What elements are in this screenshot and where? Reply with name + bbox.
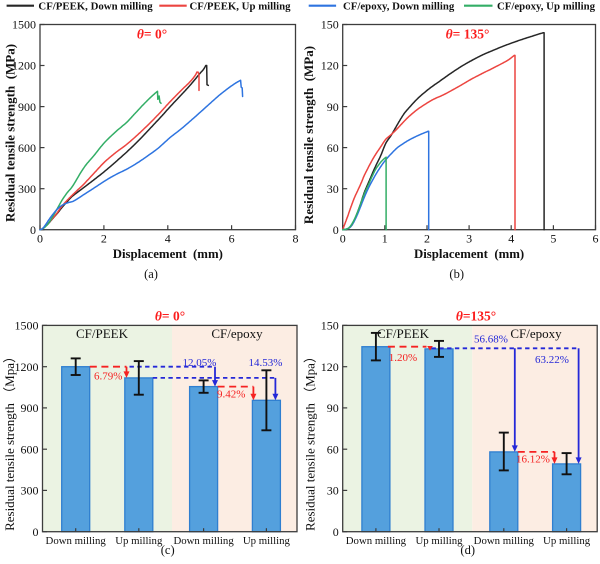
svg-text:Down milling: Down milling: [346, 535, 407, 547]
svg-text:900: 900: [21, 401, 39, 415]
svg-text:Displacement (mm): Displacement (mm): [113, 247, 223, 261]
svg-text:9.42%: 9.42%: [217, 388, 245, 400]
svg-text:14.53%: 14.53%: [249, 357, 283, 369]
svg-text:90: 90: [327, 100, 339, 114]
svg-text:0: 0: [33, 525, 39, 539]
svg-text:CF/epoxy: CF/epoxy: [510, 326, 562, 341]
svg-text:150: 150: [321, 319, 339, 333]
svg-text:Residual tensile strength (MP: Residual tensile strength (MPa): [301, 46, 316, 224]
svg-text:Up milling: Up milling: [415, 535, 463, 547]
svg-text:900: 900: [18, 100, 36, 114]
svg-text:3: 3: [466, 231, 472, 245]
svg-text:16.12%: 16.12%: [516, 453, 550, 465]
svg-text:CF/PEEK, Down milling: CF/PEEK, Down milling: [38, 0, 153, 12]
svg-text:1500: 1500: [15, 319, 39, 333]
svg-text:2: 2: [101, 231, 107, 245]
svg-text:Displacement (mm): Displacement (mm): [414, 247, 524, 261]
svg-text:5: 5: [550, 231, 556, 245]
svg-text:0: 0: [37, 231, 43, 245]
svg-text:60: 60: [327, 141, 339, 155]
svg-text:120: 120: [321, 59, 339, 73]
svg-text:CF/epoxy, Down milling: CF/epoxy, Down milling: [343, 0, 455, 12]
svg-text:1200: 1200: [12, 59, 36, 73]
svg-text:6: 6: [593, 231, 599, 245]
svg-text:Down milling: Down milling: [173, 535, 234, 547]
svg-text:4: 4: [508, 231, 514, 245]
svg-text:θ= 0°: θ= 0°: [137, 27, 167, 42]
svg-text:CF/PEEK, Up milling: CF/PEEK, Up milling: [190, 0, 292, 12]
svg-text:CF/epoxy: CF/epoxy: [211, 326, 263, 341]
svg-text:0: 0: [30, 223, 36, 237]
svg-text:600: 600: [18, 141, 36, 155]
svg-text:θ=135°: θ=135°: [456, 309, 496, 324]
svg-text:Residual tensile strength (MP: Residual tensile strength (MPa): [2, 44, 17, 222]
svg-text:(a): (a): [144, 267, 158, 281]
svg-text:90: 90: [327, 401, 339, 415]
svg-text:63.22%: 63.22%: [535, 354, 569, 366]
svg-text:(d): (d): [460, 543, 475, 557]
svg-text:1: 1: [382, 231, 388, 245]
svg-text:30: 30: [327, 182, 339, 196]
svg-text:(c): (c): [161, 543, 175, 557]
svg-text:56.68%: 56.68%: [474, 333, 508, 345]
svg-text:(b): (b): [449, 267, 464, 281]
svg-text:CF/PEEK: CF/PEEK: [377, 326, 430, 341]
svg-text:0: 0: [333, 525, 339, 539]
svg-text:Down milling: Down milling: [474, 535, 535, 547]
svg-text:8: 8: [293, 231, 299, 245]
svg-text:Up milling: Up milling: [543, 535, 591, 547]
svg-text:Residual tensile strength （Mpa: Residual tensile strength （Mpa）: [302, 350, 317, 531]
svg-text:120: 120: [321, 360, 339, 374]
svg-text:150: 150: [321, 18, 339, 32]
svg-text:2: 2: [424, 231, 430, 245]
svg-text:60: 60: [327, 442, 339, 456]
svg-text:6: 6: [229, 231, 235, 245]
svg-text:4: 4: [165, 231, 171, 245]
svg-text:θ= 135°: θ= 135°: [446, 27, 490, 42]
svg-text:1200: 1200: [15, 360, 39, 374]
svg-text:600: 600: [21, 442, 39, 456]
svg-text:Down milling: Down milling: [46, 535, 107, 547]
svg-text:Residual tensile strength （Mpa: Residual tensile strength （Mpa）: [2, 350, 17, 531]
svg-text:12.05%: 12.05%: [183, 357, 217, 369]
svg-text:1.20%: 1.20%: [389, 352, 417, 364]
svg-text:300: 300: [18, 182, 36, 196]
svg-text:30: 30: [327, 484, 339, 498]
svg-text:CF/PEEK: CF/PEEK: [76, 326, 129, 341]
svg-text:Up milling: Up milling: [243, 535, 291, 547]
svg-text:θ= 0°: θ= 0°: [155, 309, 185, 324]
svg-text:0: 0: [340, 231, 346, 245]
svg-text:1500: 1500: [12, 18, 36, 32]
svg-text:CF/epoxy, Up milling: CF/epoxy, Up milling: [497, 0, 596, 12]
svg-text:300: 300: [21, 484, 39, 498]
svg-text:6.79%: 6.79%: [94, 370, 122, 382]
svg-text:0: 0: [333, 223, 339, 237]
svg-text:Up milling: Up milling: [115, 535, 163, 547]
